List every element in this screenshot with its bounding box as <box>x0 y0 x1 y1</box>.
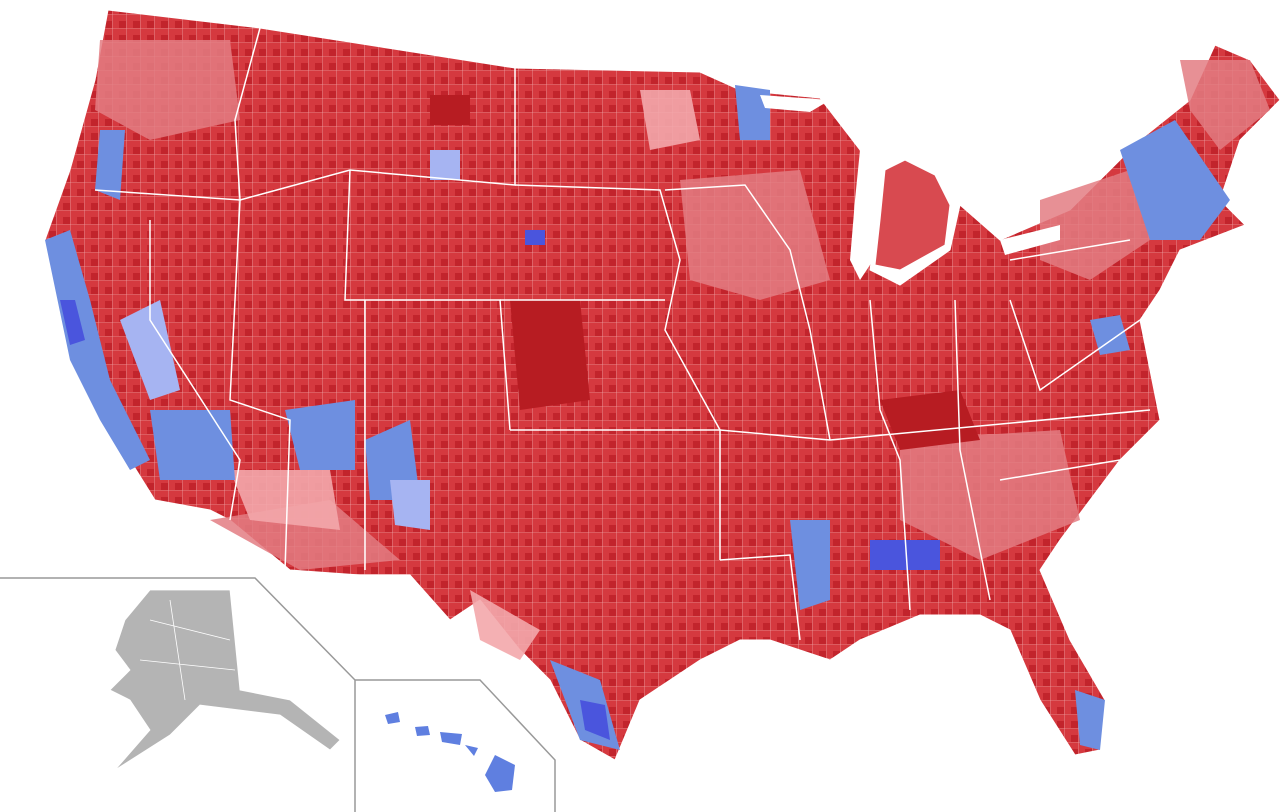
lean-democratic-areas <box>120 150 460 530</box>
alaska <box>109 589 341 771</box>
state-borders <box>94 27 1151 641</box>
inset-frames <box>0 577 556 812</box>
lean-republican-areas <box>95 40 1270 570</box>
michigan <box>874 159 951 271</box>
strong-republican-areas <box>430 95 980 450</box>
hawaii <box>385 712 515 792</box>
pale-republican-areas <box>230 90 700 660</box>
strong-democratic-areas <box>60 230 940 740</box>
alaska-borders <box>139 599 236 701</box>
